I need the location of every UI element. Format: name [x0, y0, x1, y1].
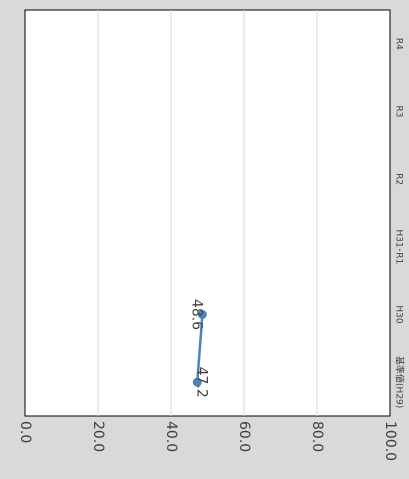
- series-layer: [192, 310, 207, 387]
- category-label-5: R4: [394, 38, 404, 50]
- value-tick-label-3: 60.0: [236, 421, 252, 452]
- category-label-0: 基準値(H29): [394, 356, 406, 408]
- category-label-3: R2: [394, 173, 404, 185]
- value-tick-label-2: 40.0: [163, 421, 179, 452]
- series-0-data-label-0: 47.2: [194, 367, 210, 398]
- value-tick-label-4: 80.0: [309, 421, 325, 452]
- value-tick-label-5: 100.0: [382, 421, 398, 461]
- value-axis-labels: 0.0 20.0 40.0 60.0 80.0 100.0: [17, 421, 398, 461]
- value-tick-label-1: 20.0: [90, 421, 106, 452]
- series-0-line: [196, 314, 204, 383]
- series-0-point-1: [197, 310, 207, 319]
- data-labels: 47.2 48.6: [188, 299, 209, 398]
- series-0-point-0: [192, 377, 202, 387]
- plot-area: [24, 9, 391, 417]
- category-axis-labels: 基準値(H29) H30 H31･R1 R2 R3 R4: [394, 38, 406, 408]
- series-0-data-label-1: 48.6: [188, 299, 204, 330]
- category-label-1: H30: [394, 305, 404, 323]
- category-label-4: R3: [394, 106, 404, 118]
- value-tick-label-0: 0.0: [17, 421, 33, 443]
- category-label-2: H31･R1: [394, 229, 404, 264]
- gridlines: [97, 10, 318, 416]
